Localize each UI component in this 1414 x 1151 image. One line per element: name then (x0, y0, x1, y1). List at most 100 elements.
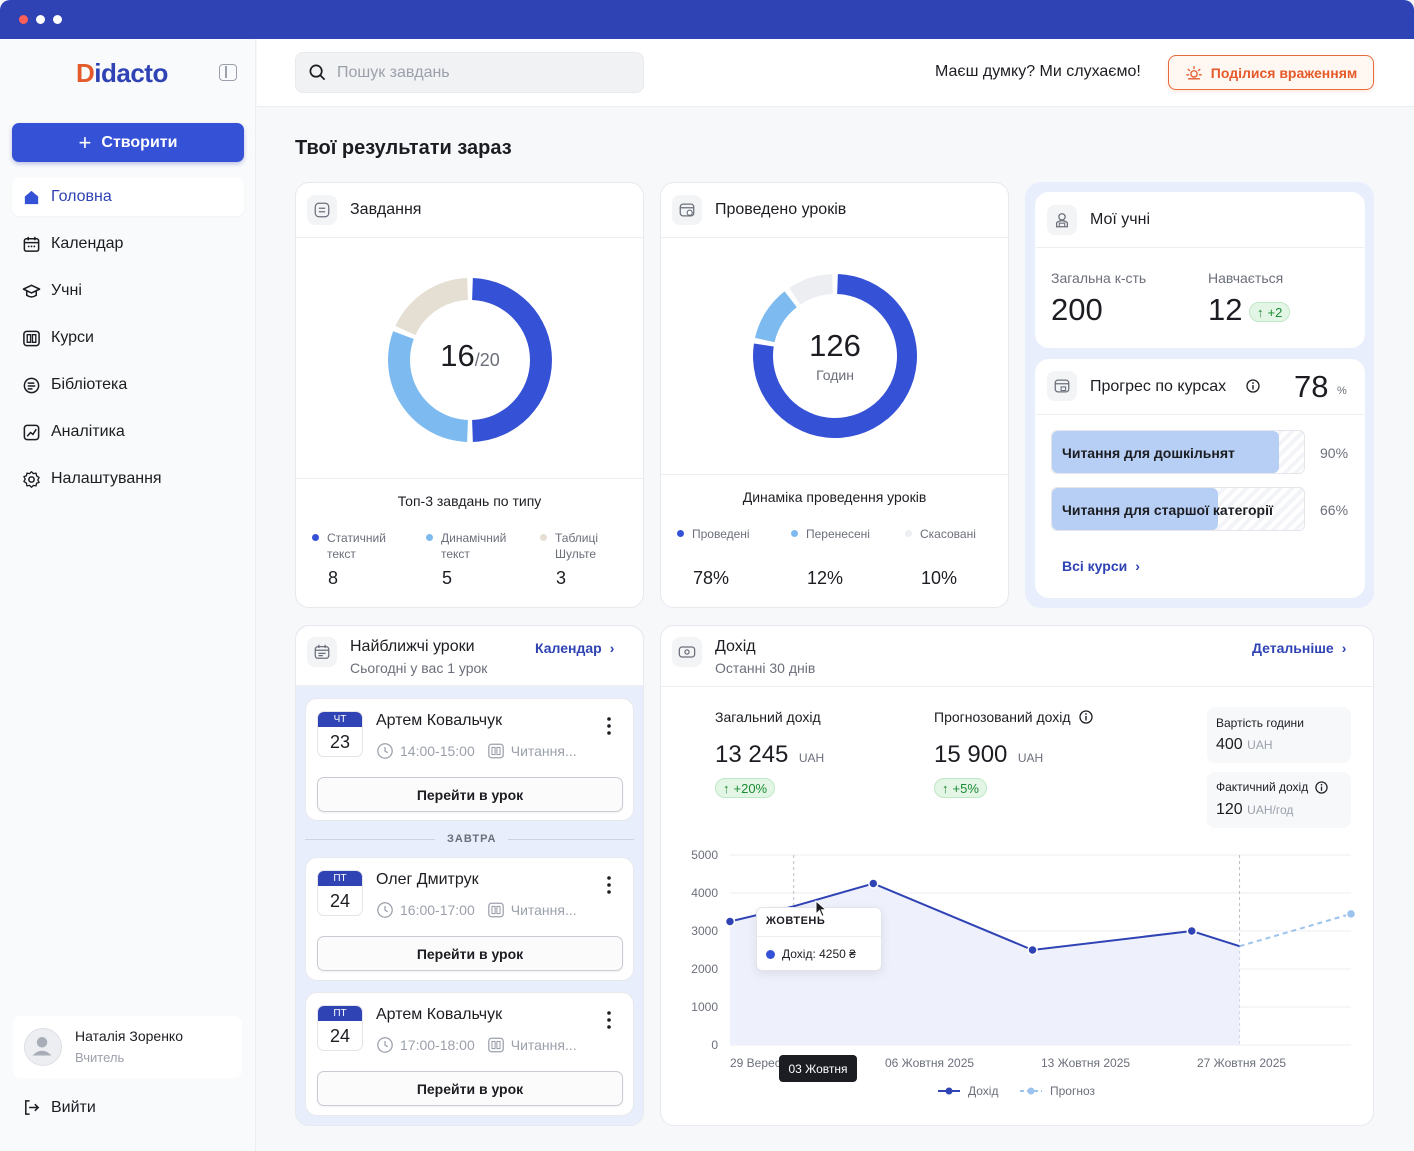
income-point (724, 916, 736, 927)
details-link[interactable]: Детальніше › (1252, 640, 1346, 656)
course-progress-card (1035, 359, 1365, 598)
forecast-line (1239, 912, 1352, 948)
go-to-lesson-button[interactable]: Перейти в урок (317, 1071, 623, 1106)
sidebar-item-courses[interactable]: Курси (12, 319, 244, 357)
more-options-icon[interactable] (607, 1011, 611, 1029)
lesson-card: ПТ 24 Олег Дмитрук 16:00-17:00 Читання..… (305, 857, 634, 981)
more-options-icon[interactable] (607, 717, 611, 735)
hour-cost-value: 400 (1216, 736, 1243, 753)
legend-dot (677, 530, 684, 537)
upcoming-title: Найближчі уроки (350, 638, 475, 655)
tooltip-dot (766, 949, 775, 959)
info-icon[interactable] (1246, 379, 1260, 393)
tasks-count: 16/20 (380, 338, 560, 374)
window-titlebar (0, 0, 1414, 39)
book-icon (487, 902, 504, 918)
income-point (1186, 925, 1198, 937)
sidebar-item-label: Бібліотека (51, 376, 128, 393)
actual-income-label: Фактичний дохід (1216, 780, 1309, 794)
sidebar-item-students[interactable]: Учні (12, 272, 244, 310)
badge-text: +20% (733, 780, 768, 796)
y-tick-label: 0 (711, 1038, 718, 1052)
close-window-dot[interactable] (19, 15, 28, 24)
course-progress-bar[interactable]: Читання для старшої категорії (1051, 487, 1305, 531)
sidebar-item-library[interactable]: Бібліотека (12, 366, 244, 404)
info-icon[interactable] (1315, 780, 1328, 794)
course-progress-unit: % (1337, 385, 1347, 397)
sidebar-item-analytics[interactable]: Аналітика (12, 413, 244, 451)
lesson-date-badge: ПТ 24 (317, 1005, 363, 1051)
total-income: 13 245 UAH (715, 741, 824, 769)
home-icon (24, 190, 39, 204)
search-box[interactable] (295, 52, 644, 93)
user-name: Наталія Зоренко (75, 1028, 183, 1044)
legend-dot (791, 530, 798, 537)
students-card (1035, 192, 1365, 348)
go-to-lesson-button[interactable]: Перейти в урок (317, 777, 623, 812)
sidebar-item-settings[interactable]: Налаштування (12, 460, 244, 498)
y-tick-label: 2000 (691, 962, 718, 976)
lesson-student: Олег Дмитрук (376, 871, 479, 888)
tomorrow-divider-label: ЗАВТРА (435, 833, 509, 845)
legend-dot (312, 534, 319, 541)
divider (1036, 414, 1364, 415)
minimize-window-dot[interactable] (36, 15, 45, 24)
lesson-student: Артем Ковальчук (376, 712, 503, 729)
maximize-window-dot[interactable] (53, 15, 62, 24)
sidebar-item-label: Налаштування (51, 470, 162, 487)
calendar-check-icon (679, 203, 695, 217)
lesson-meta: 16:00-17:00 Читання... (376, 901, 577, 919)
tasks-total-value: /20 (474, 350, 500, 370)
actual-income-value: 120 (1216, 801, 1243, 818)
currency-unit: UAH (1017, 751, 1044, 765)
all-courses-link[interactable]: Всі курси › (1062, 558, 1140, 574)
create-button[interactable]: + Створити (12, 123, 244, 162)
info-icon[interactable] (1078, 710, 1093, 724)
donut-segment-rescheduled (755, 291, 797, 343)
currency-unit: UAH/год (1247, 803, 1294, 817)
lesson-time: 16:00-17:00 (400, 902, 475, 918)
sidebar (0, 39, 256, 1151)
students-delta-badge: ↑ +2 (1249, 302, 1291, 322)
legend-label: Статичний (327, 531, 386, 545)
students-title: Мої учні (1090, 211, 1151, 228)
app-logo[interactable]: Didacto (76, 58, 168, 88)
calendar-link[interactable]: Календар › (535, 640, 614, 656)
forecast-label-text: Прогнозований дохід (934, 709, 1071, 725)
students-icon-box (1047, 205, 1077, 235)
legend-label: текст (327, 547, 356, 561)
legend-label: Перенесені (806, 527, 870, 541)
legend-item-rescheduled: Перенесені (791, 526, 870, 542)
sidebar-item-home[interactable]: Головна (12, 178, 244, 216)
more-options-icon[interactable] (607, 876, 611, 894)
total-delta-badge: ↑ +20% (715, 778, 776, 798)
forecast-point (1345, 908, 1357, 920)
graduation-cap-icon (22, 284, 41, 298)
sidebar-item-calendar[interactable]: Календар (12, 225, 244, 263)
sidebar-item-label: Учні (51, 282, 82, 299)
user-profile-card[interactable]: Наталія Зоренко Вчитель (13, 1016, 242, 1078)
go-to-lesson-button[interactable]: Перейти в урок (317, 936, 623, 971)
analytics-icon (23, 424, 40, 440)
lesson-date-badge: ЧТ 23 (317, 711, 363, 757)
clock-icon (377, 1037, 393, 1053)
collapse-sidebar-icon[interactable] (219, 64, 237, 81)
lesson-time: 17:00-18:00 (400, 1037, 475, 1053)
link-label: Календар (535, 640, 602, 656)
course-progress-bar[interactable]: Читання для дошкільнят (1051, 430, 1305, 474)
lesson-course: Читання... (510, 743, 577, 759)
actual-income-box: Фактичний дохід 120 UAH/год (1207, 772, 1351, 828)
course-percent: 90% (1320, 445, 1349, 461)
legend-label: Шульте (555, 547, 597, 561)
search-input[interactable] (337, 63, 617, 82)
legend-label: Дохід (968, 1084, 998, 1098)
page-title: Твої результати зараз (295, 137, 512, 159)
feedback-button[interactable]: Поділися враженням (1168, 55, 1374, 90)
lessons-done-title: Проведено уроків (715, 201, 847, 218)
tasks-breakdown-title: Топ-3 завдань по типу (397, 493, 542, 509)
library-icon (23, 377, 40, 393)
progress-fill (1052, 488, 1219, 530)
logout-button[interactable]: Вийти (22, 1098, 96, 1117)
link-label: Детальніше (1252, 640, 1334, 656)
